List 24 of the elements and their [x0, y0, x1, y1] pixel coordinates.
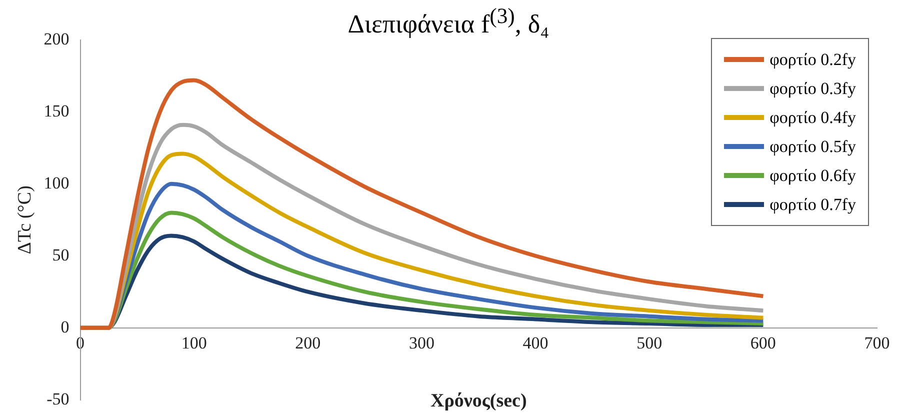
y-tick-label: -50 — [46, 389, 70, 408]
x-tick-label: 0 — [76, 334, 85, 353]
y-tick-label: 100 — [44, 173, 70, 192]
legend-label: φορτίο 0.4fy — [770, 108, 856, 128]
x-tick-label: 700 — [864, 334, 890, 353]
y-axis-title: ΔTc (°C) — [14, 186, 36, 254]
y-tick-label: 0 — [60, 317, 70, 336]
legend-label: φορτίο 0.3fy — [770, 78, 856, 98]
x-tick-label: 500 — [636, 334, 662, 353]
x-tick-label: 600 — [750, 334, 776, 353]
x-tick-label: 100 — [181, 334, 207, 353]
legend-label: φορτίο 0.5fy — [770, 136, 856, 156]
x-tick-label: 200 — [295, 334, 321, 353]
y-tick-label: 200 — [44, 29, 70, 48]
legend-label: φορτίο 0.2fy — [770, 50, 856, 70]
y-tick-label: 50 — [52, 245, 70, 264]
x-axis-title: Χρόνος(sec) — [430, 390, 527, 412]
chart-title: Διεπιφάνεια f$^{(3)}$, δ₄ — [348, 4, 550, 39]
line-series — [80, 78, 766, 330]
legend-label: φορτίο 0.6fy — [770, 166, 856, 186]
x-tick-label: 300 — [408, 334, 434, 353]
legend-label: φορτίο 0.7fy — [770, 194, 856, 214]
x-tick-label: 400 — [522, 334, 548, 353]
y-tick-label: 150 — [44, 101, 70, 120]
